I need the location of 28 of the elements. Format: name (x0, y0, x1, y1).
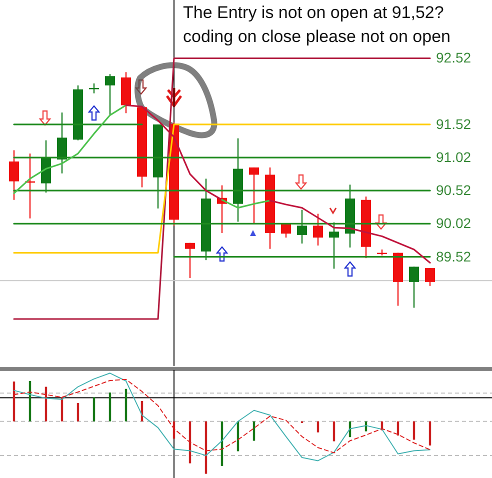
bar (252, 421, 256, 441)
y-tick-label: 90.52 (436, 182, 472, 198)
y-tick-label: 89.52 (436, 248, 472, 264)
candlestick (329, 222, 339, 270)
bar (108, 392, 112, 422)
candlestick (425, 267, 435, 287)
candlestick (281, 223, 291, 238)
bar (124, 388, 128, 422)
y-tick-label: 91.02 (436, 149, 472, 165)
annotation: The Entry is not on open at 91,52? (183, 3, 444, 22)
line-series (269, 200, 431, 264)
bar (332, 421, 336, 442)
candlestick (9, 150, 19, 200)
bar (428, 421, 432, 446)
candlestick (57, 112, 67, 174)
bar (92, 397, 96, 422)
candlestick (249, 166, 259, 224)
candlestick (409, 266, 419, 308)
y-tick-label: 90.02 (436, 215, 472, 232)
y-tick-label: 92.52 (436, 50, 472, 66)
candlestick (297, 209, 307, 244)
candlestick (313, 213, 323, 246)
bar (316, 421, 320, 432)
annotation: coding on close please not on open (183, 27, 450, 46)
candlestick (105, 74, 115, 116)
y-tick-label: 91.52 (436, 116, 472, 132)
candlestick (185, 242, 195, 279)
bar (76, 403, 80, 422)
